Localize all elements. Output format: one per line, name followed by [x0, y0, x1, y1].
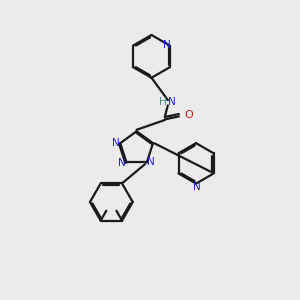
- Text: N: N: [193, 182, 200, 192]
- Text: N: N: [118, 158, 126, 168]
- Text: H: H: [159, 97, 167, 106]
- Text: N: N: [112, 138, 120, 148]
- Text: N: N: [163, 40, 170, 50]
- Text: N: N: [147, 158, 155, 167]
- Text: O: O: [184, 110, 193, 120]
- Text: N: N: [167, 97, 175, 106]
